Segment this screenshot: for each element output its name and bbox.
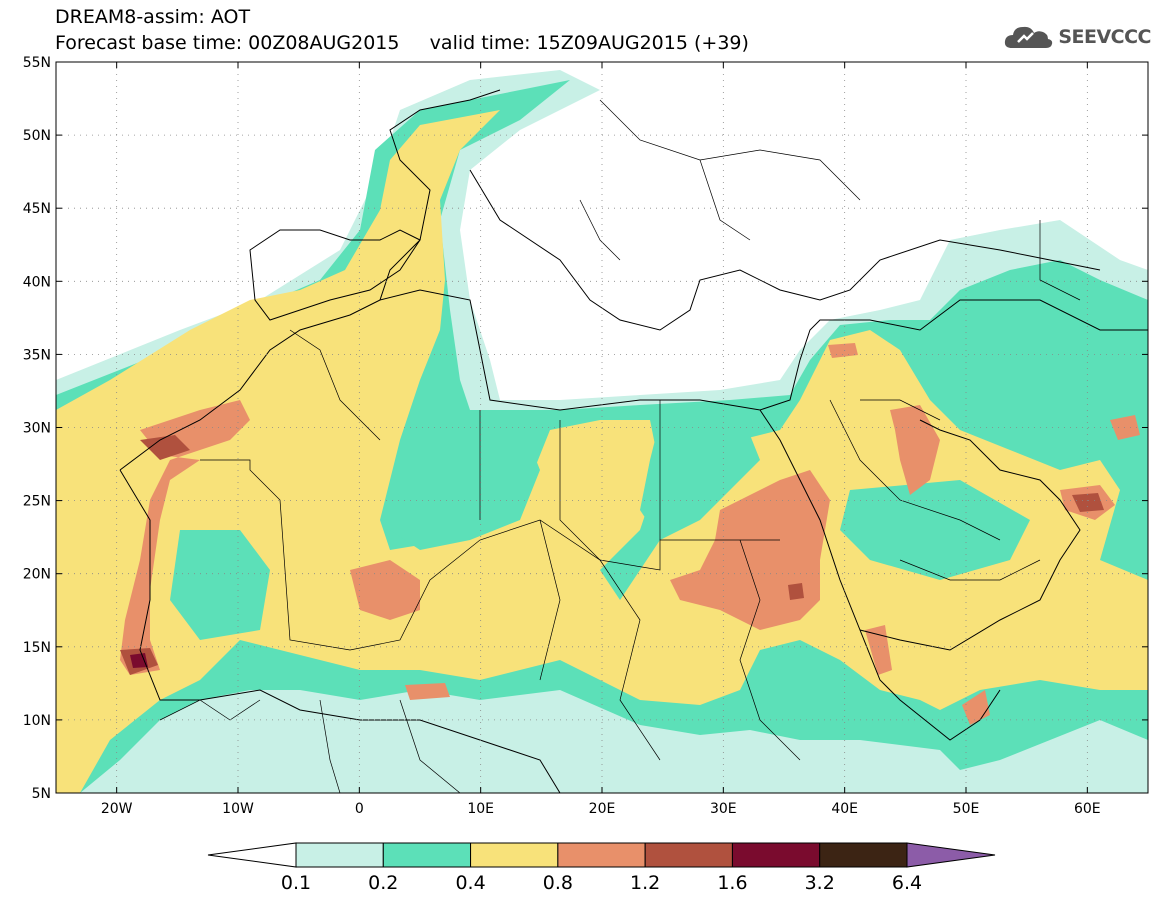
colorbar-label: 1.6 — [717, 872, 747, 894]
colorbar-label: 0.1 — [281, 872, 311, 894]
colorbar: 0.1 0.2 0.4 0.8 1.2 1.6 3.2 6.4 — [207, 842, 996, 894]
lat-label: 40N — [23, 274, 51, 290]
lat-label: 5N — [32, 786, 51, 802]
colorbar-box — [295, 842, 384, 868]
colorbar-label: 0.8 — [543, 872, 573, 894]
lat-label: 45N — [23, 201, 51, 217]
aot-contour-1.2-sudan — [788, 583, 804, 600]
colorbar-box — [382, 842, 472, 868]
colorbar-box — [644, 842, 733, 868]
colorbar-max-arrow — [906, 842, 996, 868]
longitude-labels: 20W 10W 0 10E 20E 30E 40E 50E 60E — [101, 801, 1101, 817]
colorbar-box — [557, 842, 646, 868]
aot-gap-sahara — [390, 420, 540, 550]
lon-label: 20E — [589, 801, 616, 817]
colorbar-label: 6.4 — [892, 872, 922, 894]
aot-gap-egypt — [640, 410, 760, 540]
aot-gap-mauritania — [170, 530, 270, 640]
lat-label: 50N — [23, 128, 51, 144]
graticule — [56, 62, 1148, 793]
forecast-time-line: Forecast base time: 00Z08AUG2015 valid t… — [55, 32, 749, 54]
lat-label: 25N — [23, 494, 51, 510]
colorbar-label: 0.4 — [455, 872, 485, 894]
lat-label: 30N — [23, 421, 51, 437]
lon-label: 60E — [1074, 801, 1101, 817]
colorbar-label: 3.2 — [805, 872, 835, 894]
lat-label: 20N — [23, 567, 51, 583]
lat-label: 35N — [23, 347, 51, 363]
aot-contour-0.4 — [56, 110, 1148, 793]
colorbar-min-arrow — [207, 842, 297, 868]
aot-contour-1.2-morocco — [140, 435, 190, 460]
lat-label: 15N — [23, 640, 51, 656]
lon-label: 50E — [953, 801, 980, 817]
logo-text: SEEVCCC — [1058, 26, 1151, 48]
colorbar-box — [731, 842, 821, 868]
latitude-labels: 55N 50N 45N 40N 35N 30N 25N 20N 15N 10N 5N — [23, 55, 51, 802]
aot-gap-arabia — [840, 480, 1030, 580]
lon-label: 30E — [710, 801, 737, 817]
coastlines — [119, 89, 1148, 793]
lat-label: 55N — [23, 55, 51, 71]
colorbar-label: 1.2 — [630, 872, 660, 894]
aot-contour-1.6 — [130, 653, 148, 668]
country-borders — [159, 99, 1081, 793]
colorbar-label: 0.2 — [368, 872, 398, 894]
map-title: DREAM8-assim: AOT — [55, 6, 251, 28]
aot-contour-1.2-gulf — [1072, 493, 1104, 512]
lon-label: 10E — [467, 801, 494, 817]
aot-contour-0.8-mali — [350, 560, 420, 620]
colorbar-box — [470, 842, 559, 868]
colorbar-box — [819, 842, 908, 868]
aot-contour-0.8-syria — [828, 343, 858, 358]
lon-label: 40E — [831, 801, 858, 817]
lat-label: 10N — [23, 713, 51, 729]
lon-label: 20W — [101, 801, 133, 817]
lon-label: 10W — [222, 801, 254, 817]
cloud-icon — [1005, 26, 1053, 48]
logo: SEEVCCC — [1002, 22, 1151, 52]
axis-ticks — [56, 61, 1148, 794]
aot-contour-0.8-chad — [405, 683, 450, 700]
lon-label: 0 — [355, 801, 364, 817]
aot-contour-0.8-yemen — [865, 625, 892, 675]
dust-field — [56, 70, 1148, 793]
